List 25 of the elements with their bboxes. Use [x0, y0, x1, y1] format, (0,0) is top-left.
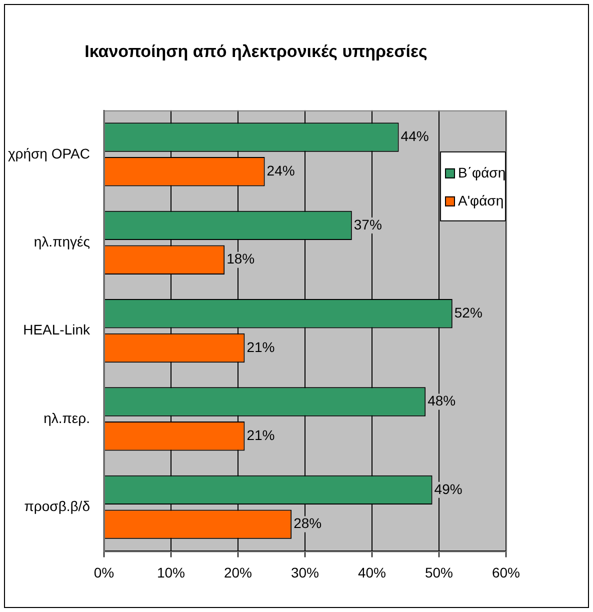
- x-tick-label: 10%: [156, 564, 186, 580]
- x-tick-label: 40%: [358, 564, 386, 580]
- data-label: 24%: [266, 162, 295, 179]
- x-tick-label: 30%: [290, 564, 320, 580]
- data-label: 48%: [428, 392, 456, 409]
- x-tick-label: 20%: [224, 564, 252, 580]
- legend-label: Β΄φάση: [458, 164, 506, 180]
- y-tick-label: HEAL-Link: [23, 322, 91, 338]
- x-tick-label: 0%: [94, 564, 114, 580]
- data-label: 18%: [226, 250, 255, 267]
- data-label: 37%: [354, 216, 382, 232]
- data-label: 21%: [246, 338, 275, 355]
- data-label: 21%: [246, 427, 275, 444]
- data-label: 44%: [400, 128, 429, 144]
- y-tick-label: προσβ.β/δ: [24, 498, 90, 514]
- y-tick-label: ηλ.περ.: [44, 410, 90, 426]
- chart-title: Ικανοποίηση από ηλεκτρονικές υπηρεσίες: [84, 42, 428, 61]
- data-label: 28%: [294, 515, 322, 532]
- data-label: 52%: [454, 304, 482, 320]
- y-tick-label: χρήση OPAC: [8, 145, 90, 162]
- data-label: 49%: [434, 480, 462, 497]
- legend-label: Α'φάση: [458, 192, 504, 208]
- x-tick-label: 50%: [424, 564, 454, 580]
- y-tick-label: ηλ.πηγές: [34, 234, 90, 250]
- x-tick-label: 60%: [492, 564, 520, 580]
